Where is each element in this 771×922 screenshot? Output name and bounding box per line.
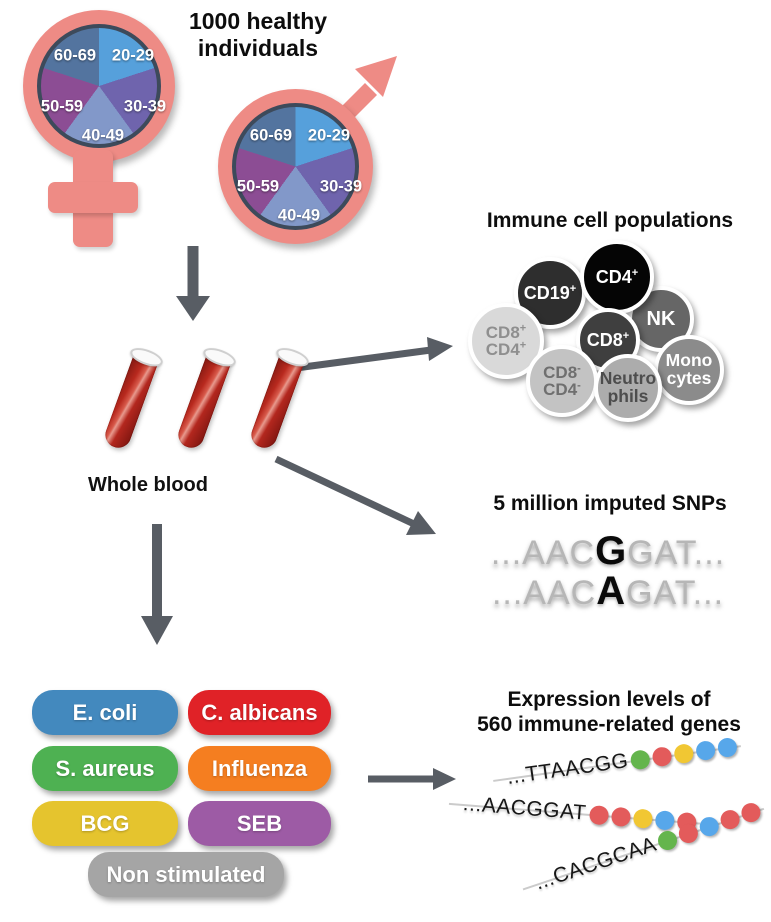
- cell-monocytes: Mono cytes: [654, 335, 724, 405]
- whole-blood-label: Whole blood: [88, 474, 208, 496]
- pie-label-30-39: 30-39: [319, 177, 363, 196]
- expression-dot-green: [629, 748, 652, 770]
- cell-label: CD8- CD4-: [543, 362, 581, 399]
- stimulus-seb: SEB: [188, 801, 331, 846]
- cell-cd8neg-cd4neg: CD8- CD4-: [526, 345, 598, 417]
- cell-label: CD4+: [595, 266, 639, 287]
- expression-dot-yellow: [673, 742, 695, 764]
- expression-dot-red: [718, 806, 743, 832]
- pie-label-40-49: 40-49: [277, 206, 321, 225]
- expression-dot-green: [655, 827, 680, 852]
- snp-context: ...AAC: [491, 574, 597, 612]
- pie-label-20-29: 20-29: [111, 46, 155, 65]
- immune-cells-title: Immune cell populations: [486, 209, 734, 232]
- snp-context: GAT...: [626, 574, 725, 612]
- snp-context: ...AAC: [490, 534, 596, 572]
- stimulus-influenza: Influenza: [188, 746, 331, 791]
- arrow-blood-to-stimulations-icon: [141, 524, 173, 645]
- pie-label-30-39: 30-39: [123, 97, 167, 116]
- stimulus-non-stimulated: Non stimulated: [88, 852, 284, 897]
- page-title: 1000 healthy individuals: [188, 8, 328, 62]
- expression-title: Expression levels of 560 immune-related …: [448, 688, 770, 738]
- gene-strand-1: ...TTAACGG: [505, 733, 739, 791]
- female-cross-bar: [48, 182, 138, 213]
- stimulus-e-coli: E. coli: [32, 690, 178, 735]
- pie-label-40-49: 40-49: [81, 126, 125, 145]
- expression-dot-red: [651, 745, 674, 767]
- blood-tube-icon: [98, 344, 166, 456]
- expression-title-line1: Expression levels of: [507, 688, 711, 711]
- arrow-stimulations-to-expression-icon: [368, 768, 456, 790]
- blood-tube-icon: [171, 344, 239, 456]
- female-age-pie-chart: 20-29 30-39 40-49 50-59 60-69: [37, 24, 166, 148]
- expression-dot-red: [610, 806, 631, 827]
- tube-blood: [174, 352, 232, 452]
- arrow-individuals-to-blood-icon: [176, 246, 210, 321]
- snp-variant-allele: A: [596, 569, 627, 613]
- stimulus-bcg: BCG: [32, 801, 178, 846]
- male-age-pie-chart: 20-29 30-39 40-49 50-59 60-69: [232, 103, 363, 230]
- cell-label: NK: [646, 307, 676, 330]
- cell-neutrophils: Neutro phils: [594, 354, 662, 422]
- gene-sequence: ...AACGGAT: [462, 792, 588, 825]
- expression-title-line2: 560 immune-related genes: [477, 712, 741, 736]
- stimulus-s-aureus: S. aureus: [32, 746, 178, 791]
- arrow-blood-to-snps-icon: [274, 455, 436, 535]
- snp-context: GAT...: [627, 534, 726, 572]
- expression-dot-blue: [695, 739, 717, 761]
- pie-label-60-69: 60-69: [249, 126, 293, 145]
- cell-label: CD8+: [586, 329, 630, 350]
- tube-blood: [101, 352, 159, 452]
- arrow-blood-to-cells-icon: [295, 337, 453, 372]
- gene-sequence: ...CACGCAA: [532, 832, 660, 895]
- pie-label-50-59: 50-59: [236, 177, 280, 196]
- snp-sequence-row: ...AACGGAT...: [448, 531, 768, 571]
- cell-label: CD8+ CD4+: [485, 322, 527, 359]
- expression-dot-red: [739, 799, 764, 825]
- snp-sequence-row: ...AACAGAT...: [448, 571, 768, 611]
- expression-dots-icon: [627, 736, 739, 770]
- pie-label-60-69: 60-69: [53, 46, 97, 65]
- cell-cd4-pos: CD4+: [580, 240, 654, 314]
- pie-label-50-59: 50-59: [40, 97, 84, 116]
- expression-dot-blue: [697, 813, 722, 839]
- expression-dot-blue: [717, 736, 739, 758]
- snps-title: 5 million imputed SNPs: [493, 492, 727, 515]
- snp-variant-allele: G: [595, 529, 628, 573]
- expression-dot-yellow: [632, 807, 653, 829]
- stimulus-c-albicans: C. albicans: [188, 690, 331, 735]
- expression-dot-red: [676, 820, 701, 845]
- cell-label: CD19+: [523, 282, 577, 303]
- gene-sequence: ...TTAACGG: [505, 749, 630, 789]
- blood-tube-icon: [244, 344, 312, 456]
- cell-label: Mono cytes: [665, 350, 713, 388]
- expression-dot-red: [588, 804, 609, 825]
- tube-blood: [247, 352, 305, 452]
- cell-label: Neutro phils: [599, 368, 657, 406]
- pie-label-20-29: 20-29: [307, 126, 351, 145]
